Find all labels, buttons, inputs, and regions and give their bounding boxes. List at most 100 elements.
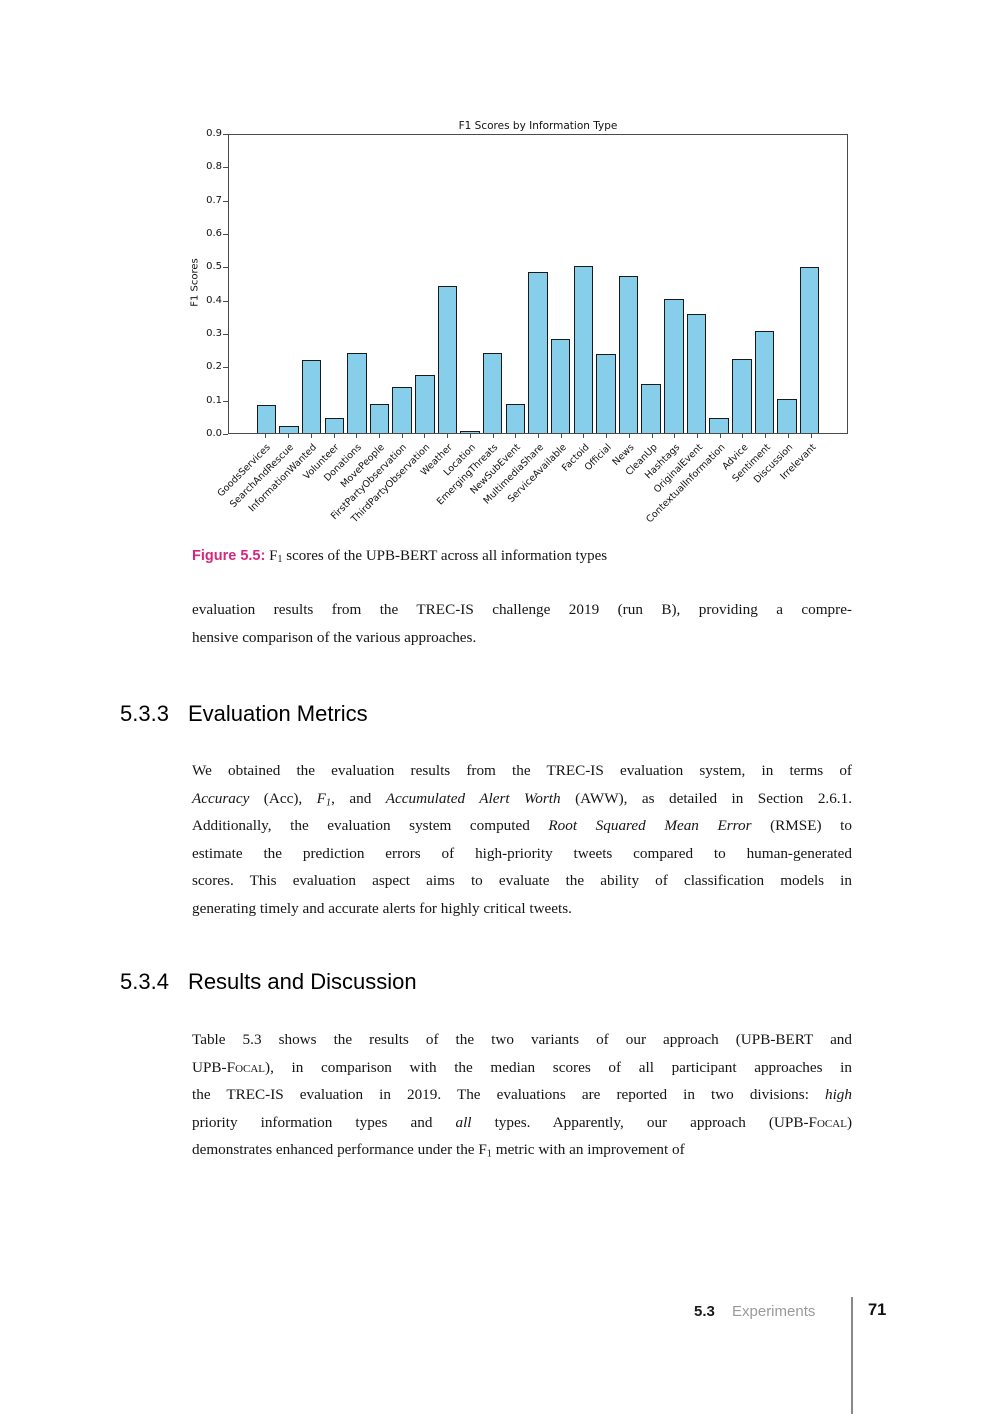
y-tick-label: 0.5 [206, 261, 222, 273]
x-band: GoodsServices [216, 434, 277, 544]
f1-scores-bar-chart: F1 Scores by Information Type F1 Scores … [190, 118, 866, 546]
text-line: We obtained the evaluation results from … [192, 762, 852, 779]
bar-FirstPartyObservation [392, 386, 412, 433]
text-run: ) [846, 1113, 852, 1131]
y-tick-mark [223, 167, 228, 169]
footer-section-title: Experiments [732, 1303, 816, 1320]
bar-Factoid [573, 265, 594, 433]
section-heading-evaluation-metrics: 5.3.3 Evaluation Metrics [120, 701, 368, 727]
bar-ThirdPartyObservation [415, 375, 435, 433]
bar-band [776, 135, 799, 433]
footer-rule [851, 1297, 853, 1414]
x-tick-mark [288, 434, 290, 438]
italic-term: Accuracy [192, 789, 250, 807]
x-band: Sentiment [730, 434, 777, 544]
x-band: Donations [322, 434, 368, 544]
text-run: (RMSE) to [751, 817, 852, 835]
y-tick-mark [223, 300, 228, 302]
figure-caption: Figure 5.5: F1 scores of the UPB-BERT ac… [192, 545, 858, 567]
bar-band [323, 135, 346, 433]
bar-band [640, 135, 663, 433]
paragraph-results-discussion: Table 5.3 shows the results of the two v… [192, 1026, 852, 1164]
y-tick-mark [223, 234, 228, 235]
bar-band [459, 135, 482, 433]
x-band: InformationWanted [246, 434, 322, 544]
x-tick-mark [424, 434, 426, 438]
bar-EmergingThreats [482, 352, 503, 433]
x-band: Advice [720, 434, 754, 544]
y-tick-label: 0.1 [206, 394, 222, 406]
x-band: Location [441, 434, 481, 544]
x-tick-mark [606, 434, 608, 438]
bar-band [300, 135, 323, 433]
x-axis-labels: GoodsServices SearchAndRescue InformationW… [216, 434, 848, 544]
bar-band [685, 135, 708, 433]
bar-band [753, 135, 776, 433]
y-tick-mark [223, 267, 228, 269]
text-run: (Acc), [249, 789, 317, 807]
bar-ContextualInformation [709, 417, 729, 433]
bar-band [572, 135, 595, 433]
text-line: Additionally, the evaluation system comp… [192, 812, 852, 840]
y-tick-label: 0.4 [206, 294, 222, 306]
bar-Official [596, 354, 616, 433]
italic-term: all [455, 1113, 472, 1131]
y-tick-mark [223, 200, 228, 202]
bar-ServiceAvailable [550, 338, 571, 433]
x-band: Official [583, 434, 618, 544]
plot-area [228, 134, 848, 434]
f1-subscript: 1 [486, 1148, 492, 1160]
text-line: priority information types and all types… [192, 1109, 852, 1137]
x-band: ThirdPartyObservation [349, 434, 436, 544]
x-tick-mark [697, 434, 699, 438]
text-run: priority information types and [192, 1113, 456, 1131]
x-tick-mark [333, 434, 335, 438]
page-number: 71 [868, 1301, 887, 1319]
caption-text-pre: F [265, 548, 278, 564]
bar-Discussion [777, 398, 797, 433]
x-band: Hashtags [643, 434, 686, 544]
text-line: Accuracy (Acc), F1, and Accumulated Aler… [192, 785, 852, 813]
bar-Weather [437, 286, 458, 433]
bar-InformationWanted [301, 360, 322, 433]
x-tick-mark [651, 434, 653, 438]
text-line: the TREC-IS evaluation in 2019. The eval… [192, 1081, 852, 1109]
x-tick-mark [719, 434, 721, 438]
x-tick-mark [492, 434, 494, 438]
x-band: OriginalEvent [651, 434, 709, 544]
x-band: Volunteer [301, 434, 345, 544]
bar-NewSubEvent [505, 404, 526, 433]
bar-band [798, 135, 821, 433]
bar-band [436, 135, 459, 433]
x-tick-mark [765, 434, 767, 438]
bar-Advice [732, 359, 752, 433]
x-band: CleanUp [623, 434, 663, 544]
text-run: demonstrates enhanced performance under … [192, 1141, 487, 1159]
bar-Irrelevant [799, 266, 820, 433]
y-tick-mark [223, 134, 228, 135]
text-run: the TREC-IS evaluation in 2019. The eval… [192, 1086, 825, 1104]
bar-band [617, 135, 640, 433]
bar-band [549, 135, 572, 433]
smallcaps-term: ocal [235, 1058, 266, 1076]
y-tick-label: 0.9 [206, 128, 222, 139]
x-tick-mark [787, 434, 789, 438]
x-band: EmergingThreats [435, 434, 504, 544]
text-run: (AWW), as detailed in Section 2.6.1. [560, 789, 852, 807]
text-line: estimate the prediction errors of high-p… [192, 844, 852, 862]
text-run: ), in comparison with the median scores … [265, 1058, 852, 1076]
section-number: 5.3.3 [120, 701, 169, 726]
bar-band [663, 135, 686, 433]
italic-term: Root Squared Mean Error [548, 817, 752, 835]
bar-band [481, 135, 504, 433]
x-tick-mark [310, 434, 312, 438]
text-line: demonstrates enhanced performance under … [192, 1136, 852, 1164]
x-band: ContextualInformation [644, 434, 731, 544]
bar-CleanUp [641, 384, 661, 433]
y-tick-mark [223, 334, 228, 335]
y-tick-label: 0.0 [206, 428, 222, 439]
y-tick-label: 0.6 [206, 228, 222, 239]
bar-Sentiment [754, 331, 775, 433]
bars [229, 135, 847, 433]
x-tick-mark [674, 434, 676, 438]
